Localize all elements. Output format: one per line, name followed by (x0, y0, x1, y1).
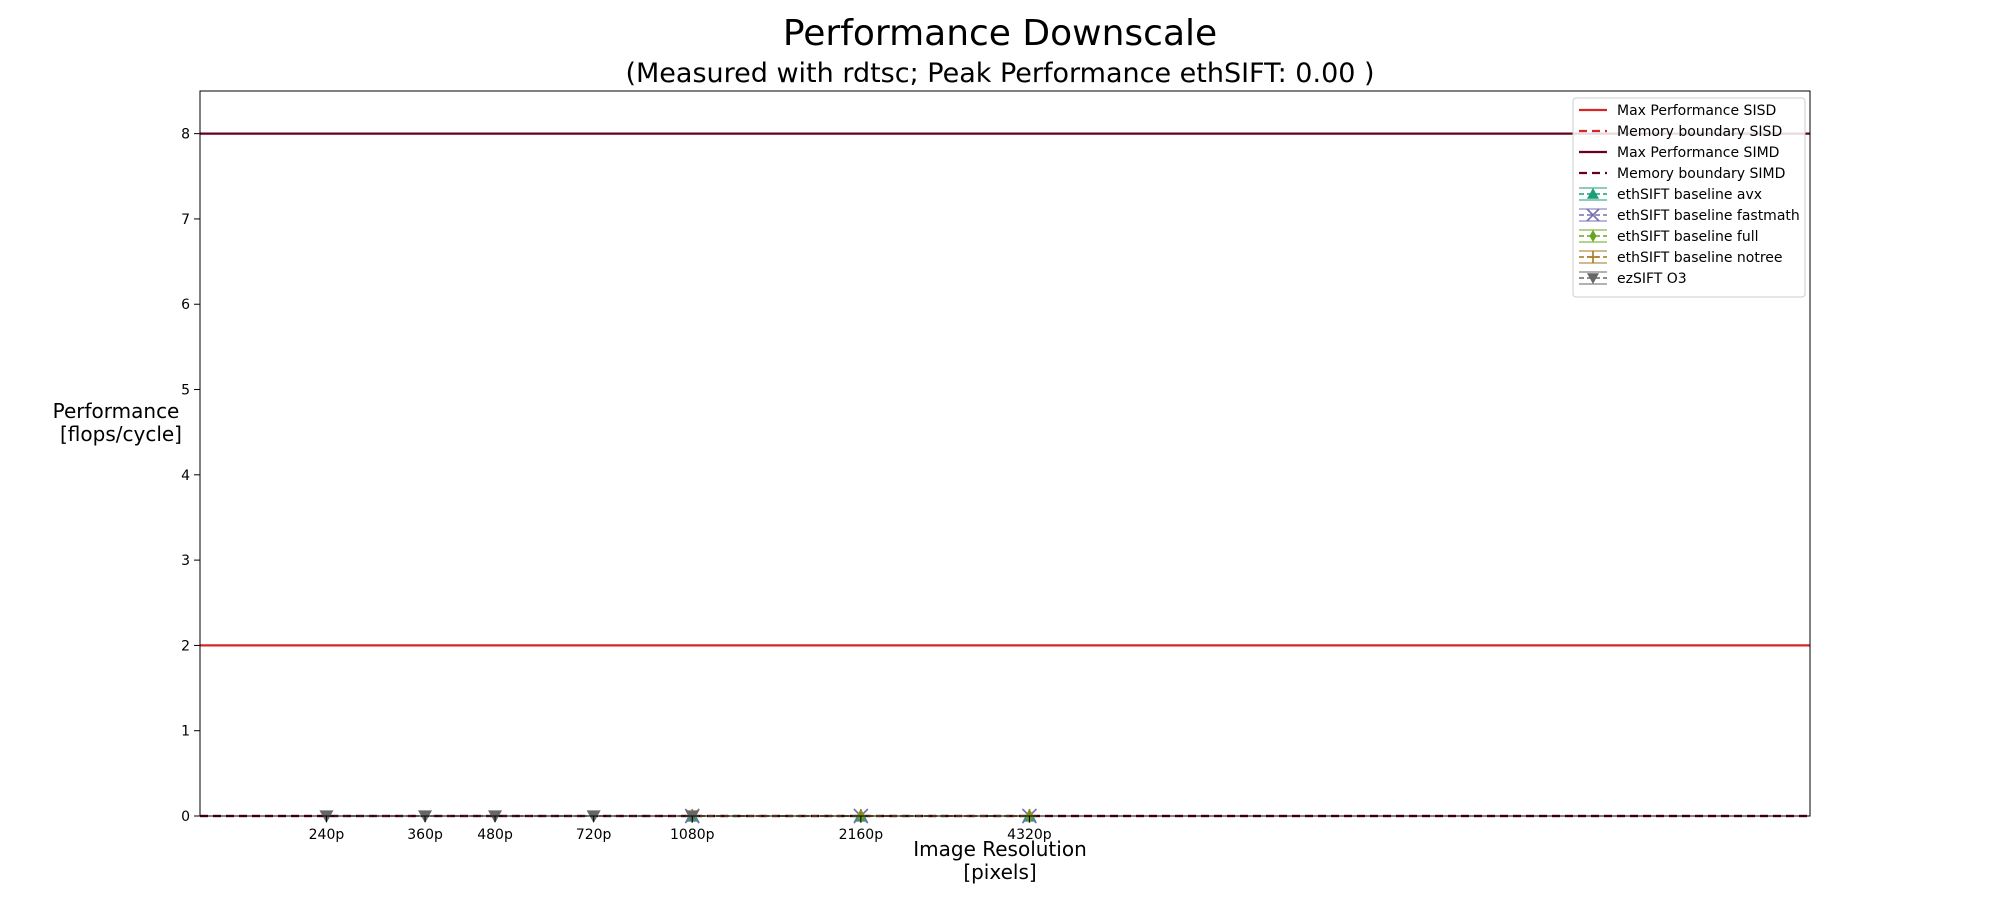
legend-entry-max-performance-simd: Max Performance SIMD (1579, 145, 1779, 161)
legend-label-ethsift-baseline-notree: ethSIFT baseline notree (1617, 250, 1783, 266)
legend-entry-ethsift-baseline-notree: ethSIFT baseline notree (1579, 250, 1783, 266)
legend-label-max-performance-simd: Max Performance SIMD (1617, 145, 1779, 161)
legend-marker-ethsift-baseline-notree (1587, 251, 1599, 263)
x-tick-label: 2160p (839, 827, 884, 843)
legend-entry-ethsift-baseline-avx: ethSIFT baseline avx (1579, 187, 1762, 203)
x-tick-label: 360p (407, 827, 443, 843)
legend-label-ethsift-baseline-full: ethSIFT baseline full (1617, 229, 1758, 245)
x-axis-label-line-2: [pixels] (963, 860, 1036, 884)
plot-frame (199, 90, 1811, 817)
y-tick-label: 0 (181, 809, 190, 825)
y-tick-label: 3 (181, 553, 190, 569)
y-tick-label: 8 (181, 127, 190, 143)
legend-label-memory-boundary-sisd: Memory boundary SISD (1617, 124, 1782, 140)
legend-errorbar-ethsift-baseline-fastmath (1579, 208, 1607, 222)
legend-label-memory-boundary-simd: Memory boundary SIMD (1617, 166, 1785, 182)
legend-entry-max-performance-sisd: Max Performance SISD (1579, 103, 1776, 119)
y-tick-label: 7 (181, 212, 190, 228)
y-tick-label: 6 (181, 297, 190, 313)
legend-label-ethsift-baseline-fastmath: ethSIFT baseline fastmath (1617, 208, 1800, 224)
legend-entry-memory-boundary-simd: Memory boundary SIMD (1579, 166, 1785, 182)
x-tick-label: 4320p (1007, 827, 1052, 843)
x-axis-label-line-1: Image Resolution (913, 837, 1087, 861)
axis-ticks: 0 1 2 3 4 5 6 7 8 240p 360p 480p 720p 1080p 2160p 4320p (181, 127, 1052, 843)
legend-label-ezsift-o3: ezSIFT O3 (1617, 271, 1687, 287)
plot-area (200, 132, 1810, 824)
legend-box (1572, 97, 1806, 298)
legend-marker-ethsift-baseline-full (1589, 230, 1597, 242)
legend-label-max-performance-sisd: Max Performance SISD (1617, 103, 1776, 119)
legend-entry-ezsift-o3: ezSIFT O3 (1579, 271, 1687, 287)
chart-title: Performance Downscale (783, 13, 1217, 54)
y-tick-label: 4 (181, 468, 190, 484)
y-axis-label-line-2: [flops/cycle] (60, 422, 182, 446)
x-tick-label: 720p (576, 827, 612, 843)
legend-entry-memory-boundary-sisd: Memory boundary SISD (1579, 124, 1782, 140)
y-axis-label-line-1: Performance (53, 399, 180, 423)
legend-marker-ethsift-baseline-fastmath (1586, 208, 1600, 222)
legend-marker-ethsift-baseline-avx (1587, 188, 1599, 199)
chart-subtitle: (Measured with rdtsc; Peak Performance e… (625, 58, 1374, 89)
x-tick-label: 1080p (670, 827, 715, 843)
legend-label-ethsift-baseline-avx: ethSIFT baseline avx (1617, 187, 1762, 203)
x-tick-label: 480p (477, 827, 513, 843)
x-tick-label: 240p (309, 827, 345, 843)
legend-entry-ethsift-baseline-fastmath: ethSIFT baseline fastmath (1579, 208, 1800, 224)
y-tick-label: 2 (181, 638, 190, 654)
legend-entry-ethsift-baseline-full: ethSIFT baseline full (1579, 229, 1758, 245)
y-tick-label: 1 (181, 724, 190, 740)
legend: Max Performance SISD Memory boundary SISD… (1572, 97, 1806, 298)
legend-marker-ezsift-o3 (1587, 273, 1599, 284)
y-tick-label: 5 (181, 383, 190, 399)
